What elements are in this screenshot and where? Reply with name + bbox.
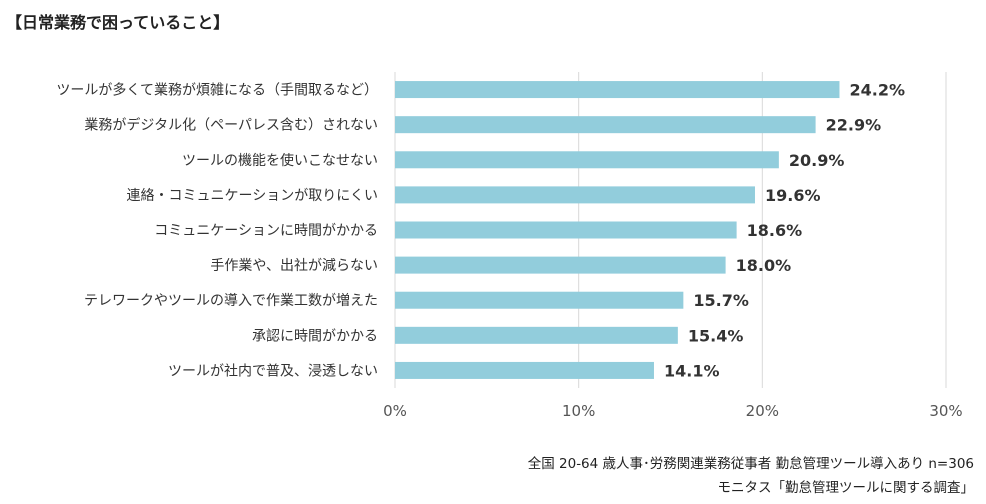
category-label: 承認に時間がかかる	[252, 328, 378, 344]
footnote-sample: 全国 20-64 歳人事･労務関連業務従事者 勤怠管理ツール導入あり n=306	[527, 456, 974, 472]
data-label: 22.9%	[826, 116, 882, 135]
chart-title: 【日常業務で困っていること】	[6, 13, 230, 32]
bar	[395, 81, 840, 99]
x-tick-label: 0%	[383, 402, 407, 420]
category-label: 業務がデジタル化（ペーパレス含む）されない	[84, 117, 378, 134]
bar	[395, 221, 737, 239]
data-label: 14.1%	[664, 361, 720, 380]
bar	[395, 116, 816, 134]
footnote-source: モニタス「勤怠管理ツールに関する調査」	[717, 480, 975, 496]
category-label: ツールが多くて業務が煩雑になる（手間取るなど）	[56, 82, 378, 99]
category-label: テレワークやツールの導入で作業工数が増えた	[84, 293, 378, 309]
data-label: 24.2%	[849, 81, 905, 100]
data-label: 19.6%	[765, 186, 821, 205]
bar	[395, 361, 654, 379]
bar	[395, 256, 726, 274]
category-label: ツールの機能を使いこなせない	[182, 152, 378, 169]
data-label: 20.9%	[789, 151, 845, 170]
category-label: コミュニケーションに時間がかかる	[154, 223, 378, 239]
x-tick-label: 10%	[562, 402, 595, 420]
x-tick-label: 20%	[746, 402, 779, 420]
bar	[395, 151, 779, 169]
bar	[395, 326, 678, 344]
bar	[395, 186, 755, 204]
data-label: 18.0%	[736, 256, 792, 275]
data-label: 15.7%	[693, 291, 749, 310]
data-label: 15.4%	[688, 326, 744, 345]
data-label: 18.6%	[747, 221, 803, 240]
category-label: 手作業や、出社が減らない	[210, 257, 378, 274]
category-label: 連絡・コミュニケーションが取りにくい	[127, 188, 378, 204]
bar	[395, 291, 684, 309]
category-label: ツールが社内で普及、浸透しない	[168, 363, 378, 379]
x-tick-label: 30%	[929, 402, 962, 420]
